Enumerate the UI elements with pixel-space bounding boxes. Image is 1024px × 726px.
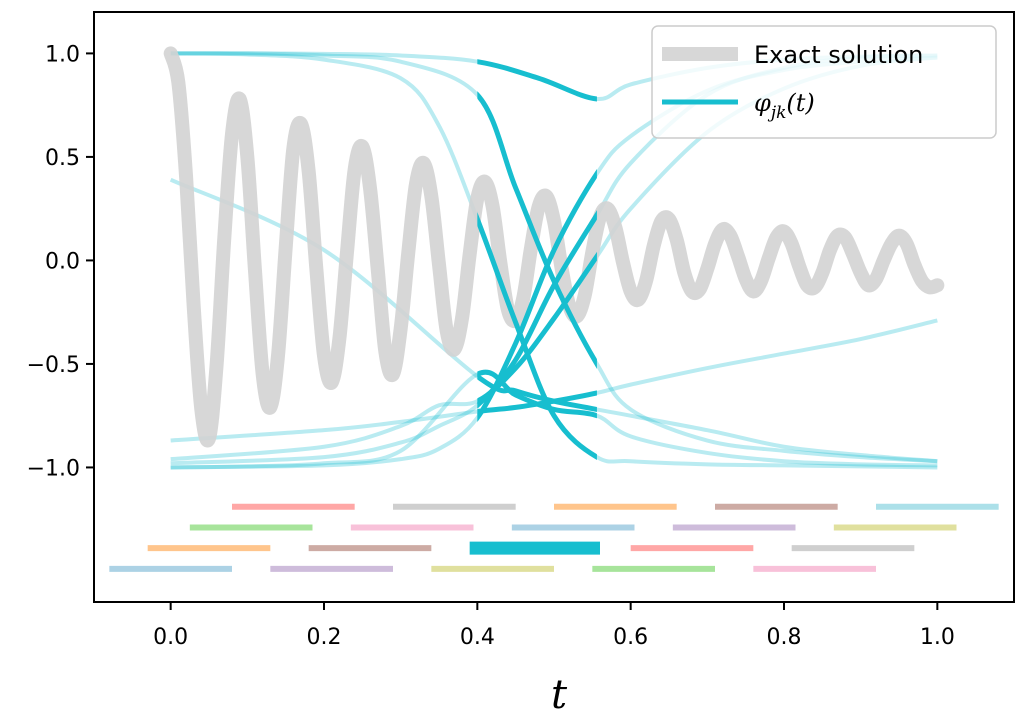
x-axis-label: t — [551, 672, 568, 718]
x-tick-label-1: 0.2 — [307, 625, 342, 650]
y-tick-label-4: −1.0 — [27, 456, 80, 481]
legend-label-1: φjk(t) — [754, 89, 815, 123]
exact-solution-line — [163, 46, 945, 448]
plot-frame — [93, 11, 1015, 603]
basis-line-highlight-9 — [477, 168, 597, 422]
basis-line-highlight-8 — [477, 210, 597, 409]
x-tick-label-0: 0.0 — [153, 625, 188, 650]
y-tick-label-1: 0.5 — [45, 146, 80, 171]
x-tick-label-2: 0.4 — [460, 625, 495, 650]
basis-functions-highlight — [477, 59, 597, 460]
x-axis-ticks: 0.0 0.2 0.4 0.6 0.8 1.0 — [153, 602, 955, 650]
x-tick-label-4: 0.8 — [767, 625, 802, 650]
basis-line-highlight-7 — [477, 251, 597, 404]
x-tick-label-5: 1.0 — [920, 625, 955, 650]
y-tick-label-2: 0.0 — [45, 249, 80, 274]
legend-label-0: Exact solution — [754, 41, 923, 69]
y-tick-label-0: 1.0 — [45, 42, 80, 67]
basis-line-highlight-2 — [477, 212, 597, 460]
exact-solution-series — [163, 46, 945, 448]
basis-line-highlight-3 — [477, 91, 597, 369]
y-axis-ticks: 1.0 0.5 0.0 −0.5 −1.0 — [27, 42, 94, 481]
legend: Exact solution φjk(t) — [651, 25, 997, 139]
basis-line-highlight-4 — [477, 369, 597, 419]
y-tick-label-3: −0.5 — [27, 353, 80, 378]
partition-bars — [109, 503, 999, 572]
basis-line-highlight-1 — [477, 59, 597, 102]
basis-line-highlight-6 — [477, 390, 597, 415]
x-tick-label-3: 0.6 — [613, 625, 648, 650]
